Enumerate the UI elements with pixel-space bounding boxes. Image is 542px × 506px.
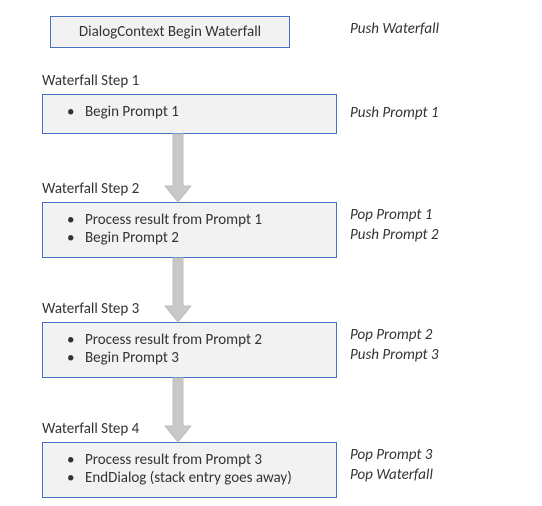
step-box-4: Process result from Prompt 3EndDialog (s… bbox=[42, 442, 337, 498]
step-box-3: Process result from Prompt 2Begin Prompt… bbox=[42, 322, 337, 378]
step-4-item-2: EndDialog (stack entry goes away) bbox=[67, 469, 322, 487]
step-3-annot-1: Pop Prompt 2 bbox=[350, 326, 432, 344]
step-box-1: Begin Prompt 1 bbox=[42, 94, 337, 134]
step-2-item-1: Process result from Prompt 1 bbox=[67, 211, 322, 229]
step-3-annot-2: Push Prompt 3 bbox=[350, 346, 439, 364]
header-box: DialogContext Begin Waterfall bbox=[50, 16, 290, 48]
header-label: DialogContext Begin Waterfall bbox=[79, 23, 261, 41]
step-1-item-1: Begin Prompt 1 bbox=[67, 103, 322, 121]
step-4-annot-2: Pop Waterfall bbox=[350, 466, 433, 484]
header-annotation: Push Waterfall bbox=[350, 20, 439, 38]
step-title-2: Waterfall Step 2 bbox=[42, 180, 139, 198]
step-title-1: Waterfall Step 1 bbox=[42, 72, 139, 90]
step-box-2: Process result from Prompt 1Begin Prompt… bbox=[42, 202, 337, 258]
step-title-3: Waterfall Step 3 bbox=[42, 300, 139, 318]
arrow-1 bbox=[165, 134, 191, 202]
step-2-item-2: Begin Prompt 2 bbox=[67, 229, 322, 247]
step-3-item-2: Begin Prompt 3 bbox=[67, 349, 322, 367]
step-1-annot-1: Push Prompt 1 bbox=[350, 104, 439, 122]
step-3-item-1: Process result from Prompt 2 bbox=[67, 331, 322, 349]
step-2-annot-1: Pop Prompt 1 bbox=[350, 206, 432, 224]
arrow-3 bbox=[165, 378, 191, 442]
step-title-4: Waterfall Step 4 bbox=[42, 420, 139, 438]
arrow-2 bbox=[165, 258, 191, 322]
step-4-item-1: Process result from Prompt 3 bbox=[67, 451, 322, 469]
step-4-annot-1: Pop Prompt 3 bbox=[350, 446, 432, 464]
step-2-annot-2: Push Prompt 2 bbox=[350, 226, 439, 244]
